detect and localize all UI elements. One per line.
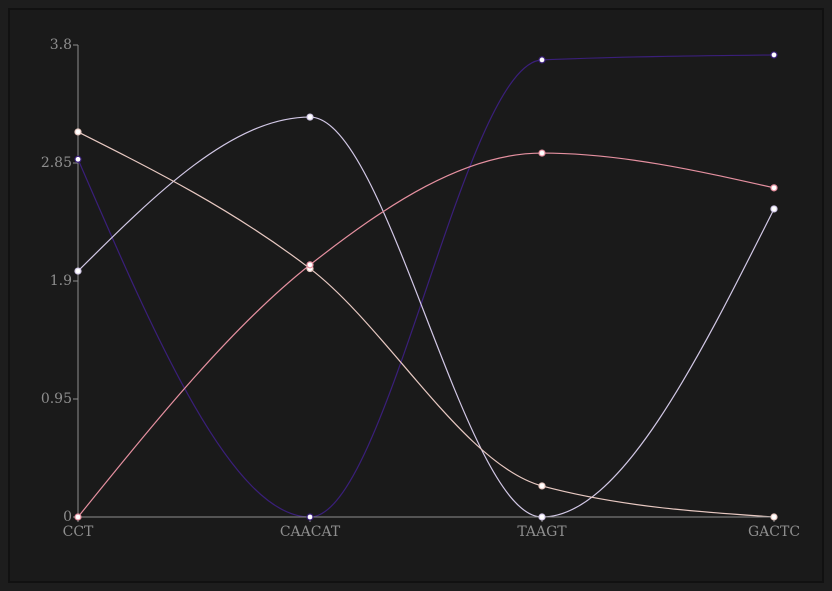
y-tick-label: 0.95 — [41, 391, 72, 407]
series-layer — [77, 54, 775, 518]
data-point-3-3[interactable] — [538, 482, 546, 490]
data-point-3-4[interactable] — [770, 513, 778, 521]
y-tick-label: 1.9 — [50, 273, 72, 289]
series-line-3 — [77, 131, 775, 518]
data-point-2-1[interactable] — [74, 267, 82, 275]
data-point-3-1[interactable] — [74, 128, 82, 136]
y-tick-label: 0 — [63, 509, 72, 525]
data-point-1-2[interactable] — [306, 513, 314, 521]
x-ticks: CCT CAACAT TAAGT GACTC — [63, 517, 800, 540]
x-tick-label: CCT — [63, 524, 94, 540]
axis-layer — [77, 45, 774, 518]
points-layer — [74, 51, 778, 521]
x-tick-label: GACTC — [748, 524, 800, 540]
x-tick-label: TAAGT — [517, 524, 567, 540]
data-point-2-2[interactable] — [306, 113, 314, 121]
data-point-1-3[interactable] — [538, 56, 546, 64]
series-line-2 — [77, 116, 775, 518]
data-point-2-4[interactable] — [770, 205, 778, 213]
data-point-4-3[interactable] — [538, 149, 546, 157]
data-point-1-1[interactable] — [74, 155, 82, 163]
data-point-2-3[interactable] — [538, 513, 546, 521]
series-line-1 — [77, 54, 775, 518]
chart-frame — [8, 8, 824, 583]
y-ticks: 0 0.95 1.9 2.85 3.8 — [41, 37, 78, 525]
y-tick-label: 2.85 — [41, 155, 72, 171]
y-tick-label: 3.8 — [50, 37, 72, 53]
data-point-4-4[interactable] — [770, 184, 778, 192]
data-point-4-1[interactable] — [74, 513, 82, 521]
data-point-4-2[interactable] — [306, 261, 314, 269]
series-line-4 — [77, 152, 775, 518]
x-tick-label: CAACAT — [280, 524, 341, 540]
data-point-1-4[interactable] — [770, 51, 778, 59]
